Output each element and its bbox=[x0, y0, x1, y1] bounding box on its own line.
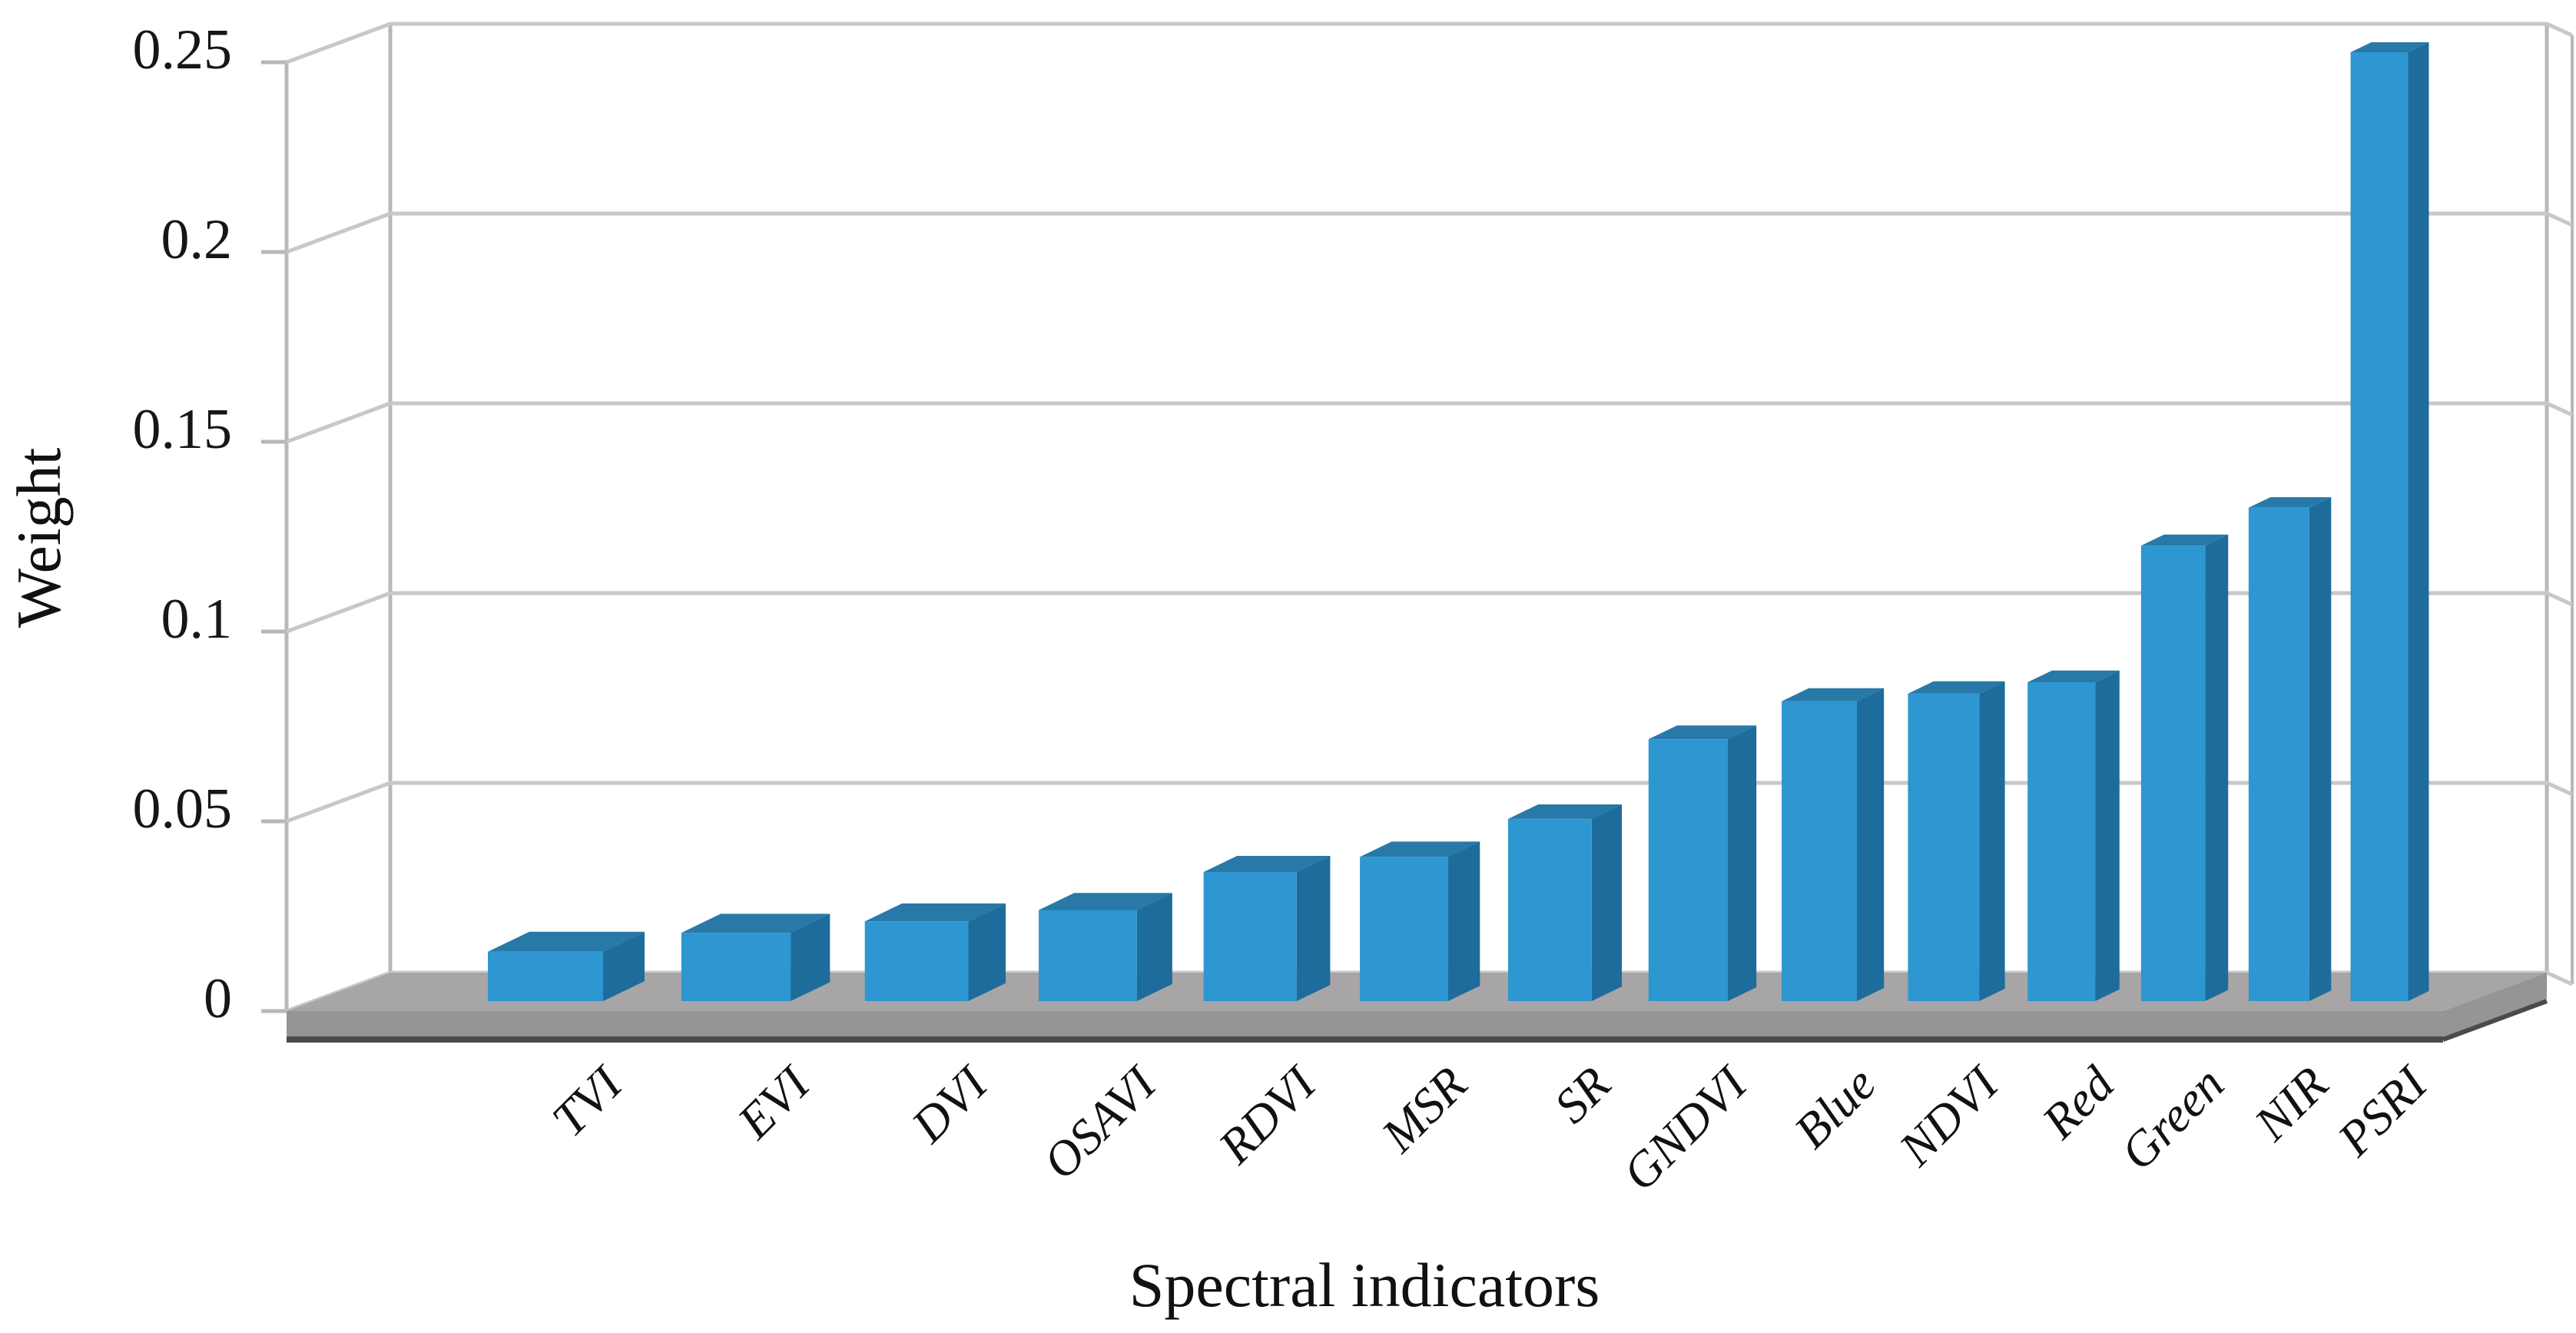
floor-right-face bbox=[2443, 973, 2547, 1037]
y-tick-label: 0 bbox=[204, 967, 232, 1030]
x-category-label-NDVI: NDVI bbox=[1888, 1055, 2010, 1176]
bar-side-face bbox=[1136, 893, 1172, 1001]
left-wall bbox=[287, 24, 390, 1011]
plot-walls bbox=[284, 24, 2574, 1011]
gridlines bbox=[286, 22, 2574, 1013]
bar-top-face bbox=[1908, 681, 2005, 694]
bar-Blue bbox=[1782, 688, 1885, 1001]
bar-top-face bbox=[2350, 42, 2429, 52]
x-category-label-EVI: EVI bbox=[727, 1055, 821, 1149]
bar-top-face bbox=[488, 931, 645, 952]
bar-MSR bbox=[1360, 841, 1480, 1001]
x-category-label-SR: SR bbox=[1543, 1056, 1620, 1133]
bars bbox=[488, 42, 2429, 1002]
x-category-label-MSR: MSR bbox=[1371, 1056, 1477, 1163]
bar-RDVI bbox=[1203, 856, 1331, 1001]
x-category-label-RDVI: RDVI bbox=[1208, 1055, 1328, 1175]
x-category-label-Green: Green bbox=[2110, 1056, 2235, 1181]
bar-side-face bbox=[791, 914, 830, 1001]
bar-side-face bbox=[1296, 856, 1331, 1001]
right-wall bbox=[2547, 24, 2572, 984]
bar-top-face bbox=[1360, 841, 1480, 857]
bar-NDVI bbox=[1908, 681, 2005, 1001]
bar-side-face bbox=[1447, 841, 1480, 1001]
bar-top-face bbox=[1782, 688, 1885, 701]
x-axis-title: Spectral indicators bbox=[1129, 1250, 1600, 1320]
bar-top-face bbox=[2027, 670, 2120, 683]
bar-side-face bbox=[2309, 497, 2332, 1001]
bar-SR bbox=[1507, 804, 1623, 1001]
gridline-0.25 bbox=[286, 22, 2574, 65]
bar-front-face bbox=[1039, 910, 1137, 1001]
bar-front-face bbox=[864, 921, 969, 1001]
bar-side-face bbox=[1591, 804, 1623, 1001]
x-category-label-OSAVI: OSAVI bbox=[1033, 1055, 1168, 1190]
x-category-label-DVI: DVI bbox=[900, 1055, 999, 1153]
y-tick-label: 0.2 bbox=[161, 208, 233, 271]
bar-front-face bbox=[1360, 857, 1448, 1001]
bar-top-face bbox=[1039, 893, 1172, 910]
bar-front-face bbox=[488, 951, 603, 1001]
bar-front-face bbox=[1908, 693, 1980, 1001]
x-category-label-TVI: TVI bbox=[542, 1055, 634, 1147]
bar-NIR bbox=[2248, 497, 2332, 1001]
bar-side-face bbox=[2205, 534, 2229, 1001]
floor-right-edge bbox=[2442, 999, 2548, 1042]
bar-top-face bbox=[1648, 725, 1757, 740]
bar-front-face bbox=[1203, 872, 1297, 1001]
bar-TVI bbox=[488, 931, 645, 1001]
x-category-label-PSRI: PSRI bbox=[2326, 1055, 2438, 1167]
y-tick-label: 0.25 bbox=[133, 18, 233, 81]
bar-top-face bbox=[2140, 534, 2229, 546]
bar-side-face bbox=[1856, 688, 1885, 1001]
bar-front-face bbox=[681, 933, 791, 1001]
gridline-0.15 bbox=[286, 401, 2574, 444]
gridline-0.2 bbox=[286, 211, 2574, 254]
bar-side-face bbox=[1979, 681, 2005, 1001]
y-tick-label: 0.05 bbox=[133, 778, 233, 841]
bar-Red bbox=[2027, 670, 2120, 1001]
x-category-label-Blue: Blue bbox=[1784, 1056, 1886, 1159]
bar-front-face bbox=[1648, 739, 1729, 1001]
bar-front-face bbox=[2350, 52, 2409, 1001]
floor-front-face bbox=[287, 1011, 2443, 1037]
bar-EVI bbox=[681, 914, 830, 1001]
gridline-0.05 bbox=[286, 781, 2574, 824]
x-category-label-Red: Red bbox=[2031, 1056, 2125, 1149]
y-tick-label: 0.1 bbox=[161, 588, 233, 651]
bar-top-face bbox=[864, 903, 1006, 922]
y-axis-title: Weight bbox=[4, 447, 74, 628]
bar-side-face bbox=[968, 903, 1006, 1001]
y-axis-ticks: 0 0.05 0.1 0.15 0.2 0.25 bbox=[133, 18, 287, 1030]
back-wall bbox=[390, 24, 2547, 973]
x-category-label-NIR: NIR bbox=[2243, 1056, 2339, 1152]
bar-PSRI bbox=[2350, 42, 2429, 1002]
bar-front-face bbox=[2027, 682, 2096, 1001]
bar-GNDVI bbox=[1648, 725, 1757, 1001]
gridline-0.1 bbox=[286, 591, 2574, 634]
bar-top-face bbox=[1203, 856, 1331, 873]
bar-side-face bbox=[1728, 725, 1757, 1001]
y-tick-label: 0.15 bbox=[133, 398, 233, 461]
bar-OSAVI bbox=[1039, 893, 1172, 1001]
bar-Green bbox=[2140, 534, 2229, 1001]
bar-front-face bbox=[2248, 507, 2309, 1001]
bar-front-face bbox=[1782, 701, 1857, 1001]
bar-top-face bbox=[681, 914, 830, 933]
bar-side-face bbox=[603, 931, 645, 1001]
bar-top-face bbox=[2248, 497, 2332, 508]
bar-front-face bbox=[2140, 545, 2206, 1001]
bar-top-face bbox=[1507, 804, 1623, 819]
bar-front-face bbox=[1507, 818, 1592, 1001]
bar-DVI bbox=[864, 903, 1006, 1001]
bar-side-face bbox=[2408, 42, 2429, 1002]
x-category-label-GNDVI: GNDVI bbox=[1612, 1055, 1758, 1201]
bar-side-face bbox=[2095, 670, 2120, 1001]
